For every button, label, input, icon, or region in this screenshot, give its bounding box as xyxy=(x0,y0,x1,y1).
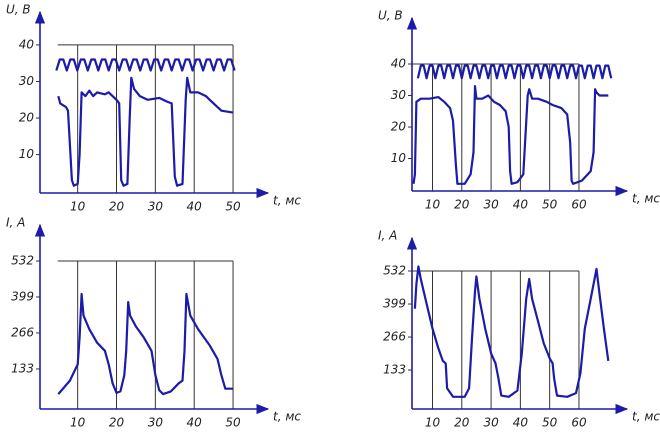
y-tick-label: 10 xyxy=(391,151,407,165)
x-axis-label: t, мс xyxy=(273,194,301,208)
y-axis-label: I, A xyxy=(6,216,25,230)
data-line xyxy=(57,292,233,396)
x-tick-label: 10 xyxy=(425,198,441,212)
data-line xyxy=(416,64,613,80)
y-tick-label: 30 xyxy=(391,88,407,102)
y-tick-label: 532 xyxy=(11,253,34,267)
y-tick-label: 40 xyxy=(391,57,407,71)
y-tick-label: 133 xyxy=(11,361,34,375)
x-tick-label: 20 xyxy=(109,200,125,214)
data-line xyxy=(412,85,609,185)
y-tick-label: 399 xyxy=(383,297,406,311)
x-tick-label: 50 xyxy=(225,200,241,214)
data-line xyxy=(55,58,236,72)
y-tick-label: 10 xyxy=(19,147,35,161)
y-tick-label: 266 xyxy=(11,325,34,339)
y-tick-label: 40 xyxy=(19,37,35,51)
x-tick-label: 50 xyxy=(542,416,558,430)
x-axis-label: t, мс xyxy=(632,192,660,206)
x-tick-label: 20 xyxy=(454,198,470,212)
y-tick-label: 20 xyxy=(391,120,407,134)
x-tick-label: 20 xyxy=(109,416,125,430)
data-line xyxy=(413,265,610,398)
y-tick-label: 133 xyxy=(383,363,406,377)
x-tick-label: 20 xyxy=(454,416,470,430)
x-tick-label: 40 xyxy=(513,416,529,430)
y-axis-label: U, B xyxy=(6,3,31,17)
y-tick-label: 399 xyxy=(11,289,34,303)
x-tick-label: 30 xyxy=(148,200,164,214)
x-axis-label: t, мс xyxy=(632,410,660,424)
x-tick-label: 10 xyxy=(70,416,86,430)
x-tick-label: 40 xyxy=(187,200,203,214)
x-axis-label: t, мс xyxy=(273,410,301,424)
y-tick-label: 532 xyxy=(383,264,406,278)
x-tick-label: 60 xyxy=(571,416,587,430)
y-tick-label: 20 xyxy=(19,111,35,125)
x-tick-label: 60 xyxy=(571,198,587,212)
x-tick-label: 50 xyxy=(225,416,241,430)
x-tick-label: 10 xyxy=(425,416,441,430)
x-tick-label: 50 xyxy=(542,198,558,212)
x-tick-label: 30 xyxy=(483,416,499,430)
y-axis-label: U, B xyxy=(378,9,403,23)
x-tick-label: 30 xyxy=(483,198,499,212)
x-tick-label: 30 xyxy=(148,416,164,430)
x-tick-label: 40 xyxy=(513,198,529,212)
x-tick-label: 40 xyxy=(187,416,203,430)
y-axis-label: I, A xyxy=(378,229,397,243)
y-tick-label: 30 xyxy=(19,74,35,88)
x-tick-label: 10 xyxy=(70,200,86,214)
y-tick-label: 266 xyxy=(383,330,406,344)
data-line xyxy=(57,76,234,187)
